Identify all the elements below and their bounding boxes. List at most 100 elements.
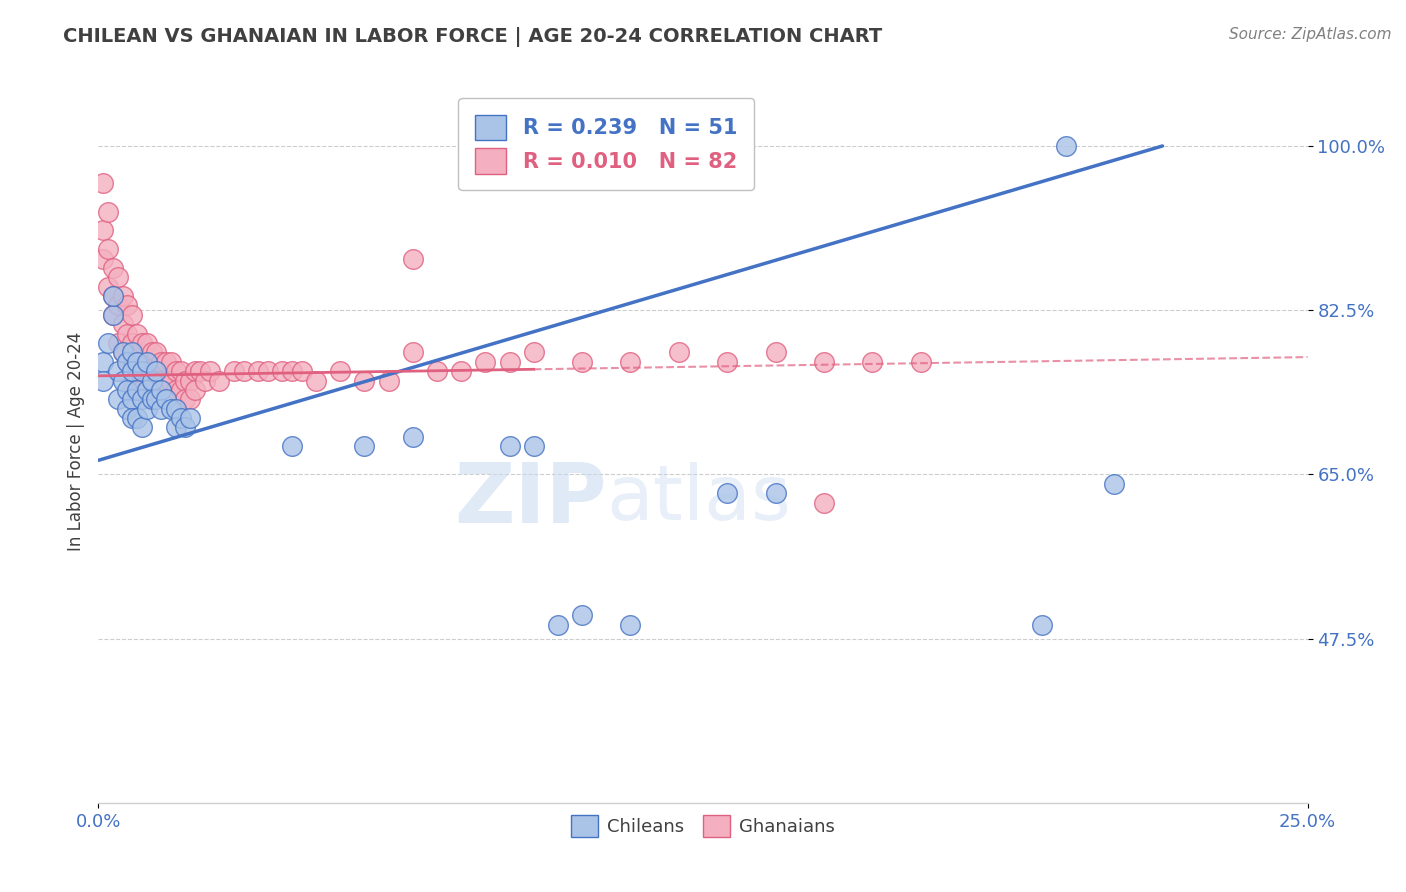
Point [668, 345, 690, 359]
Point [111, 345, 134, 359]
Point [121, 336, 143, 351]
Point [145, 364, 167, 378]
Point [145, 364, 167, 378]
Point [208, 374, 231, 388]
Point [111, 345, 134, 359]
Point [131, 336, 153, 351]
Point [256, 364, 278, 378]
Point [377, 374, 399, 388]
Point [194, 374, 217, 388]
Point [107, 364, 129, 378]
Point [271, 364, 294, 378]
Point [117, 383, 139, 397]
Point [101, 289, 124, 303]
Point [135, 383, 157, 397]
Point [117, 401, 139, 416]
Point [716, 355, 738, 369]
Point [165, 364, 187, 378]
Point [160, 355, 183, 369]
Point [135, 383, 157, 397]
Point [165, 420, 187, 434]
Point [160, 374, 183, 388]
Point [111, 289, 134, 303]
Point [101, 308, 124, 322]
Point [91, 252, 114, 266]
Point [91, 355, 114, 369]
Point [813, 495, 835, 509]
Point [860, 355, 883, 369]
Point [174, 420, 197, 434]
Point [498, 439, 520, 453]
Point [498, 355, 520, 369]
Point [107, 392, 129, 407]
Legend: Chileans, Ghanaians: Chileans, Ghanaians [564, 808, 842, 845]
Point [97, 242, 120, 256]
Point [198, 364, 221, 378]
Point [150, 401, 173, 416]
Point [619, 617, 641, 632]
Point [353, 374, 375, 388]
Point [232, 364, 254, 378]
Point [91, 177, 114, 191]
Point [571, 608, 593, 623]
Point [169, 364, 191, 378]
Point [107, 298, 129, 312]
Point [910, 355, 932, 369]
Point [402, 345, 425, 359]
Point [111, 374, 134, 388]
Point [127, 411, 149, 425]
Point [174, 392, 197, 407]
Point [121, 411, 143, 425]
Point [127, 355, 149, 369]
Point [1031, 617, 1053, 632]
Y-axis label: In Labor Force | Age 20-24: In Labor Force | Age 20-24 [66, 332, 84, 551]
Point [523, 439, 546, 453]
Point [117, 355, 139, 369]
Point [169, 383, 191, 397]
Point [121, 383, 143, 397]
Point [135, 355, 157, 369]
Point [107, 336, 129, 351]
Point [523, 345, 546, 359]
Point [290, 364, 312, 378]
Point [150, 355, 173, 369]
Point [131, 364, 153, 378]
Point [426, 364, 449, 378]
Point [97, 279, 120, 293]
Point [135, 336, 157, 351]
Point [101, 260, 124, 275]
Point [281, 364, 304, 378]
Point [619, 355, 641, 369]
Point [107, 270, 129, 285]
Point [117, 355, 139, 369]
Point [571, 355, 593, 369]
Point [765, 486, 787, 500]
Point [765, 345, 787, 359]
Point [145, 345, 167, 359]
Point [165, 383, 187, 397]
Point [121, 364, 143, 378]
Point [329, 364, 352, 378]
Point [131, 392, 153, 407]
Point [813, 355, 835, 369]
Point [150, 374, 173, 388]
Point [179, 374, 201, 388]
Text: ZIP: ZIP [454, 458, 606, 540]
Point [121, 308, 143, 322]
Point [184, 383, 207, 397]
Point [127, 355, 149, 369]
Point [141, 374, 163, 388]
Text: Source: ZipAtlas.com: Source: ZipAtlas.com [1229, 27, 1392, 42]
Point [155, 374, 177, 388]
Point [247, 364, 270, 378]
Point [222, 364, 245, 378]
Point [450, 364, 472, 378]
Point [184, 364, 207, 378]
Point [131, 420, 153, 434]
Point [1102, 476, 1125, 491]
Point [117, 326, 139, 341]
Point [127, 374, 149, 388]
Text: atlas: atlas [606, 462, 792, 536]
Point [97, 204, 120, 219]
Point [121, 345, 143, 359]
